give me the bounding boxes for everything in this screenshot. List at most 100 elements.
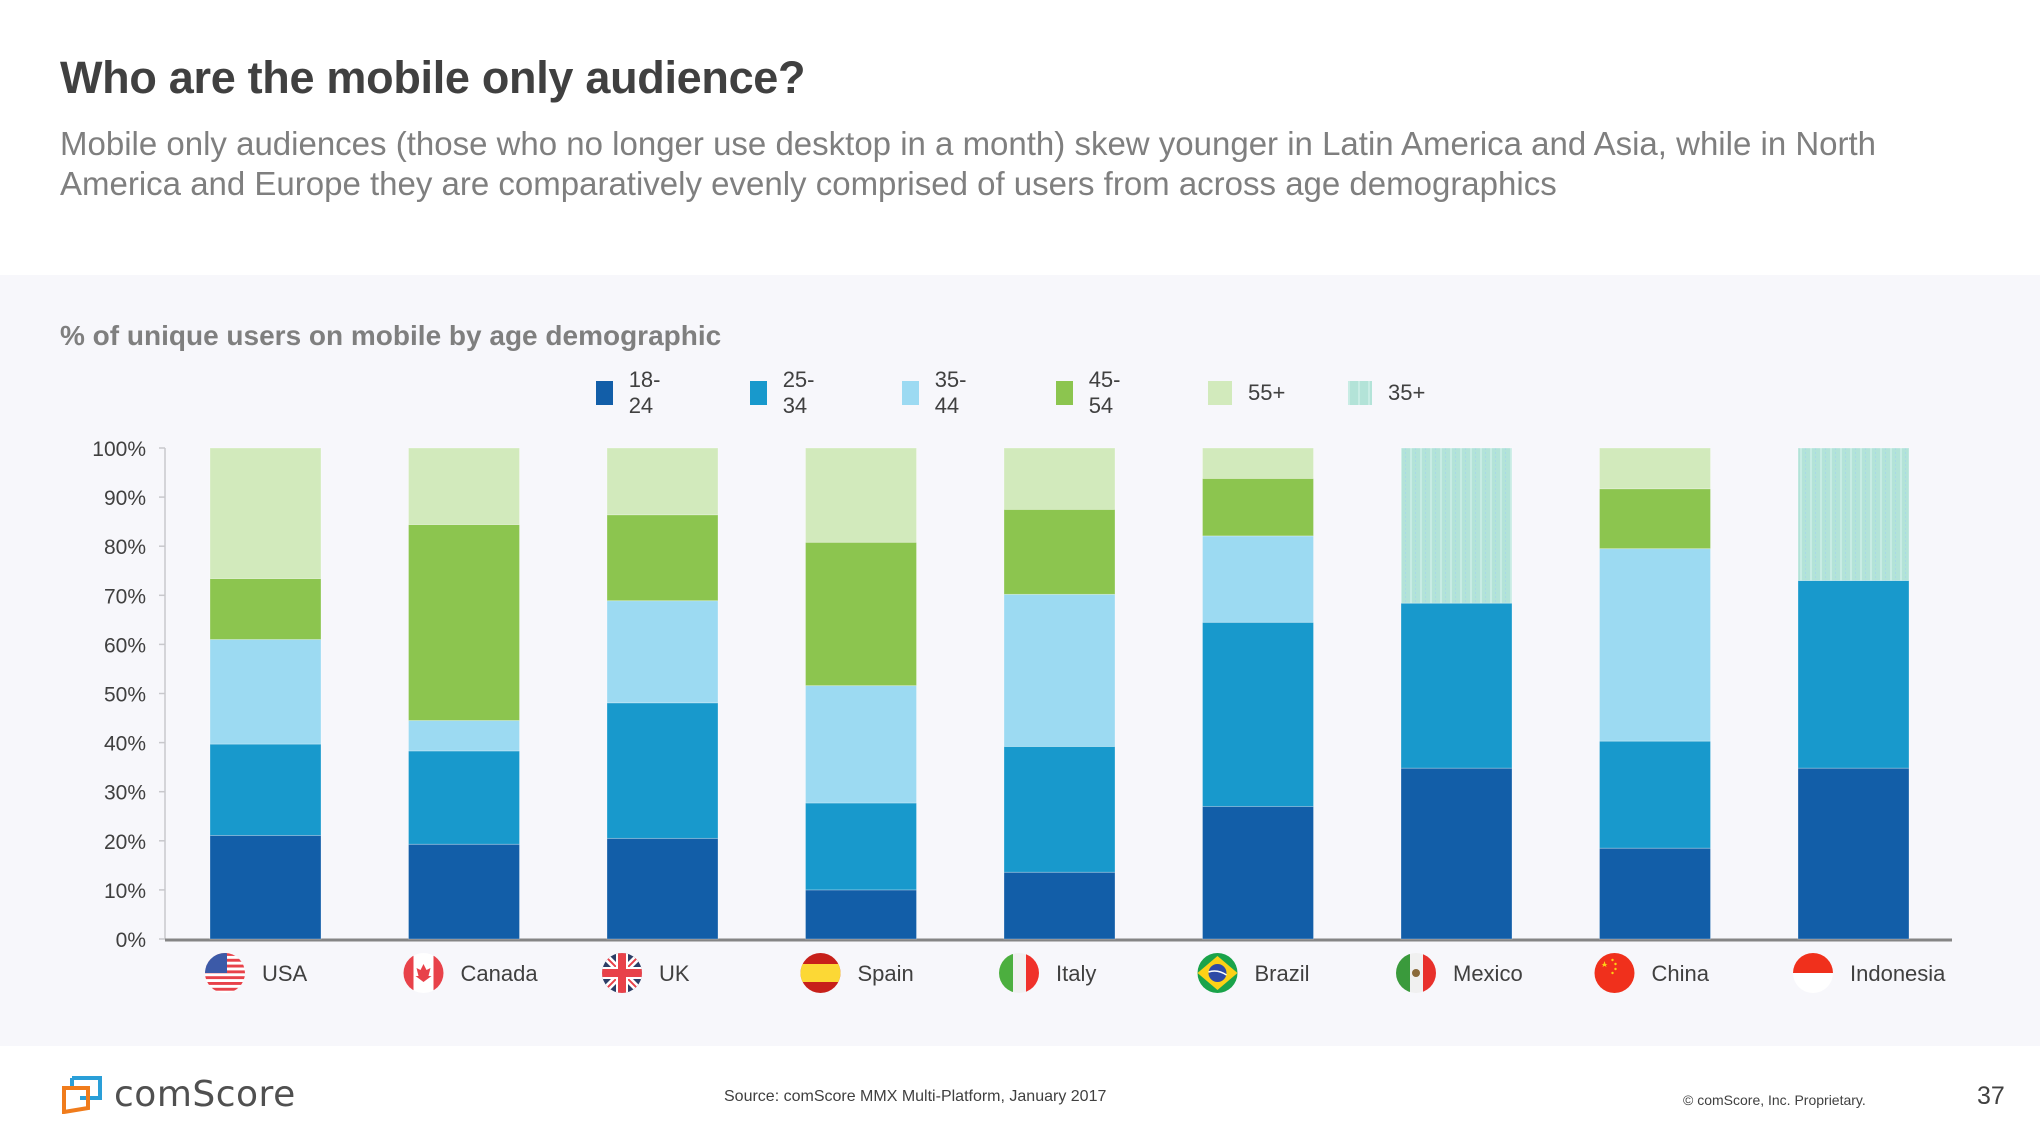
- x-tick-label: Mexico: [1453, 961, 1523, 986]
- flag-body: [1396, 953, 1436, 993]
- bar-segment-brazil-55-plus: [1202, 447, 1314, 479]
- bar-segment-italy-25-34: [1003, 746, 1116, 873]
- flag-body: [1197, 953, 1238, 993]
- x-tick-label: Italy: [1056, 961, 1096, 986]
- flag-body: [999, 953, 1039, 993]
- bar-segment-brazil-35-44: [1202, 535, 1314, 623]
- bar-segment-canada-18-24: [408, 843, 520, 940]
- flag-body: [403, 953, 444, 993]
- y-tick-label: 50%: [104, 684, 146, 707]
- comscore-logo-icon: [62, 1076, 102, 1114]
- bar-stack-indonesia: [1797, 447, 1910, 940]
- bar-segment-spain-25-34: [805, 802, 917, 891]
- brazil-flag-icon: [1197, 953, 1238, 993]
- flag-body: [205, 953, 245, 993]
- flag-body: [800, 953, 841, 993]
- legend-item-25-34: 25-34: [750, 367, 822, 418]
- legend-swatch: [596, 381, 613, 405]
- legend-label: 35+: [1388, 380, 1426, 405]
- x-tick-label: Canada: [461, 961, 539, 986]
- legend-item-18-24: 18-24: [596, 367, 668, 418]
- flag-body: [1594, 953, 1635, 993]
- bar-segment-indonesia-25-34: [1797, 580, 1910, 769]
- legend-item-35-44: 35-44: [902, 367, 974, 418]
- y-tick-label: 100%: [92, 438, 146, 461]
- source-note: Source: comScore MMX Multi-Platform, Jan…: [724, 1088, 1107, 1105]
- bar-segment-brazil-45-54: [1202, 478, 1314, 537]
- legend-item-45-54: 45-54: [1056, 367, 1128, 418]
- comscore-logo: comScore: [60, 1073, 296, 1115]
- bar-segment-china-18-24: [1599, 847, 1711, 940]
- y-tick-label: 20%: [104, 831, 146, 854]
- y-tick-label: 80%: [104, 536, 146, 559]
- us-flag-icon: [205, 953, 245, 993]
- flag-body: [602, 953, 642, 993]
- bar-segment-uk-35-44: [606, 600, 719, 704]
- bar-segment-spain-45-54: [805, 541, 917, 687]
- y-tick-label: 90%: [104, 487, 146, 510]
- bar-segment-uk-45-54: [606, 514, 719, 602]
- bar-stack-brazil: [1202, 447, 1314, 940]
- y-tick-label: 10%: [104, 880, 146, 903]
- legend-label: 55+: [1248, 380, 1286, 405]
- y-tick-label: 40%: [104, 733, 146, 756]
- bar-segment-indonesia-18-24: [1797, 767, 1910, 940]
- bar-stack-usa: [209, 447, 322, 940]
- bar-segment-canada-45-54: [408, 524, 520, 721]
- bar-segment-spain-18-24: [805, 889, 917, 940]
- y-tick-label: 30%: [104, 782, 146, 805]
- bar-segment-usa-45-54: [209, 578, 322, 640]
- bar-stack-spain: [805, 447, 917, 940]
- bar-segment-canada-35-44: [408, 720, 520, 752]
- copyright-note: © comScore, Inc. Proprietary.: [1683, 1092, 1866, 1108]
- y-tick-label: 60%: [104, 634, 146, 657]
- legend-label: 25-34: [782, 367, 815, 418]
- bar-segment-usa-55-plus: [209, 447, 322, 580]
- bar-segment-usa-25-34: [209, 743, 322, 836]
- x-tick-label: USA: [262, 961, 308, 986]
- x-tick-label: UK: [659, 961, 690, 986]
- page-number: 37: [1977, 1082, 2005, 1110]
- italy-flag-icon: [999, 953, 1039, 993]
- bar-stack-canada: [408, 447, 520, 940]
- legend-swatch: [1208, 381, 1232, 405]
- bar-segment-china-25-34: [1599, 740, 1711, 849]
- y-tick-label: 70%: [104, 585, 146, 608]
- bar-segment-usa-18-24: [209, 834, 322, 940]
- y-tick-label: 0%: [116, 929, 146, 952]
- legend-label: 45-54: [1088, 367, 1121, 418]
- bar-segment-brazil-25-34: [1202, 621, 1314, 807]
- bar-segment-china-35-44: [1599, 548, 1711, 742]
- indonesia-flag-icon: [1793, 953, 1833, 993]
- uk-flag-icon: [602, 953, 642, 993]
- x-tick-label: Spain: [858, 961, 914, 986]
- legend-label: 18-24: [628, 367, 661, 418]
- legend-swatch: [750, 381, 767, 405]
- bar-segment-mexico-35-plus: [1400, 447, 1513, 604]
- bar-segment-brazil-18-24: [1202, 806, 1314, 940]
- china-flag-icon: [1594, 953, 1635, 993]
- bar-segment-uk-55-plus: [606, 447, 719, 516]
- page-subtitle: Mobile only audiences (those who no long…: [60, 125, 1877, 202]
- bar-stack-mexico: [1400, 447, 1513, 940]
- bar-segment-spain-55-plus: [805, 447, 917, 543]
- mexico-flag-icon: [1396, 953, 1436, 993]
- bar-segment-italy-35-44: [1003, 593, 1116, 747]
- x-tick-label: Brazil: [1255, 961, 1310, 986]
- legend-item-55-plus: 55+: [1208, 378, 1285, 408]
- legend-swatch: [902, 381, 919, 405]
- page-title: Who are the mobile only audience?: [60, 52, 806, 103]
- bar-segment-uk-18-24: [606, 837, 719, 940]
- bar-segment-mexico-18-24: [1400, 767, 1513, 940]
- legend-item-35-plus: 35+: [1348, 378, 1425, 408]
- logo-wordmark: comScore: [114, 1073, 296, 1115]
- x-tick-label: China: [1652, 961, 1710, 986]
- bar-segment-spain-35-44: [805, 685, 917, 804]
- bar-stack-uk: [606, 447, 719, 940]
- bar-segment-italy-55-plus: [1003, 447, 1116, 510]
- x-tick-label: Indonesia: [1850, 961, 1946, 986]
- bar-stack-china: [1599, 447, 1711, 940]
- spain-flag-icon: [800, 953, 841, 993]
- chart-title: % of unique users on mobile by age demog…: [60, 320, 722, 351]
